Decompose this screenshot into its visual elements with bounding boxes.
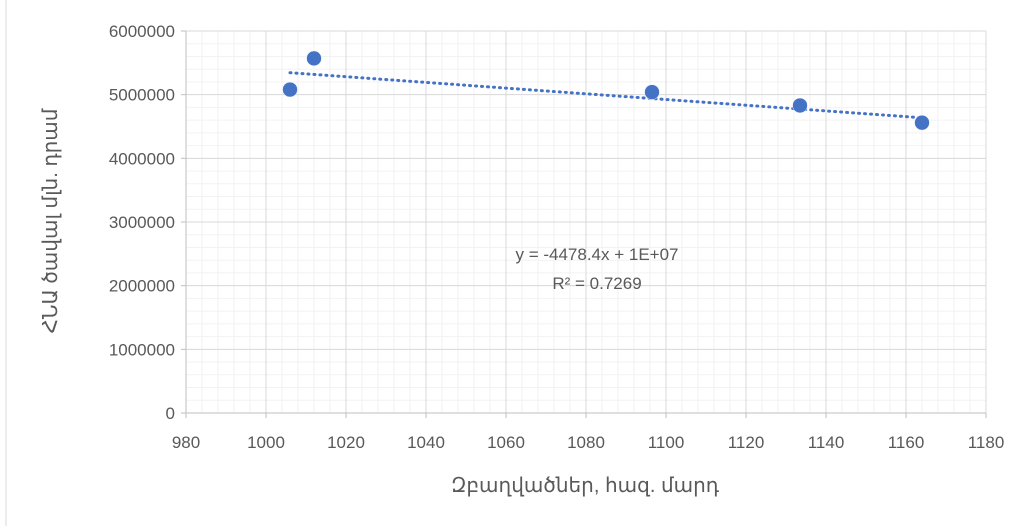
x-tick-label: 980 bbox=[172, 433, 200, 452]
axes bbox=[181, 30, 987, 418]
data-point bbox=[792, 97, 808, 114]
x-tick-label: 1060 bbox=[487, 433, 525, 452]
x-tick-label: 1160 bbox=[888, 433, 925, 452]
y-tick-labels: 0 1000000 2000000 3000000 4000000 5000000 6000… bbox=[109, 22, 175, 423]
trendline-r-squared: R² = 0.7269 bbox=[552, 274, 641, 293]
x-tick-label: 1100 bbox=[648, 433, 685, 452]
x-tick-label: 1020 bbox=[327, 433, 365, 452]
data-point bbox=[914, 114, 930, 131]
data-points bbox=[282, 50, 930, 131]
y-tick-label: 1000000 bbox=[109, 340, 175, 359]
x-tick-label: 1140 bbox=[808, 433, 845, 452]
linear-trendline bbox=[288, 71, 924, 120]
y-tick-label: 4000000 bbox=[109, 149, 175, 168]
trendline-equation: y = -4478.4x + 1E+07 bbox=[515, 245, 678, 264]
y-tick-label: 5000000 bbox=[109, 86, 175, 105]
x-tick-label: 1000 bbox=[247, 433, 285, 452]
trendline bbox=[288, 71, 924, 120]
data-point bbox=[644, 84, 660, 100]
x-tick-labels: 980 1000 1020 1040 1060 1080 1100 1120 1140 1160 1… bbox=[172, 433, 1004, 452]
x-tick-label: 1040 bbox=[407, 433, 445, 452]
x-axis-title: Զբաղվածներ, հազ. մարդ bbox=[451, 475, 720, 497]
x-tick-label: 1120 bbox=[728, 433, 765, 452]
x-tick-label: 1180 bbox=[968, 433, 1005, 452]
major-gridlines bbox=[185, 30, 987, 414]
data-point bbox=[306, 50, 322, 67]
x-tick-label: 1080 bbox=[567, 433, 605, 452]
y-tick-label: 6000000 bbox=[109, 22, 175, 41]
y-tick-label: 0 bbox=[166, 404, 175, 423]
y-axis-title: ՀՆԱ ծավալ մլն. դրամ bbox=[40, 108, 62, 333]
y-tick-label: 2000000 bbox=[109, 277, 175, 296]
y-tick-label: 3000000 bbox=[109, 213, 175, 232]
data-point bbox=[282, 81, 298, 98]
